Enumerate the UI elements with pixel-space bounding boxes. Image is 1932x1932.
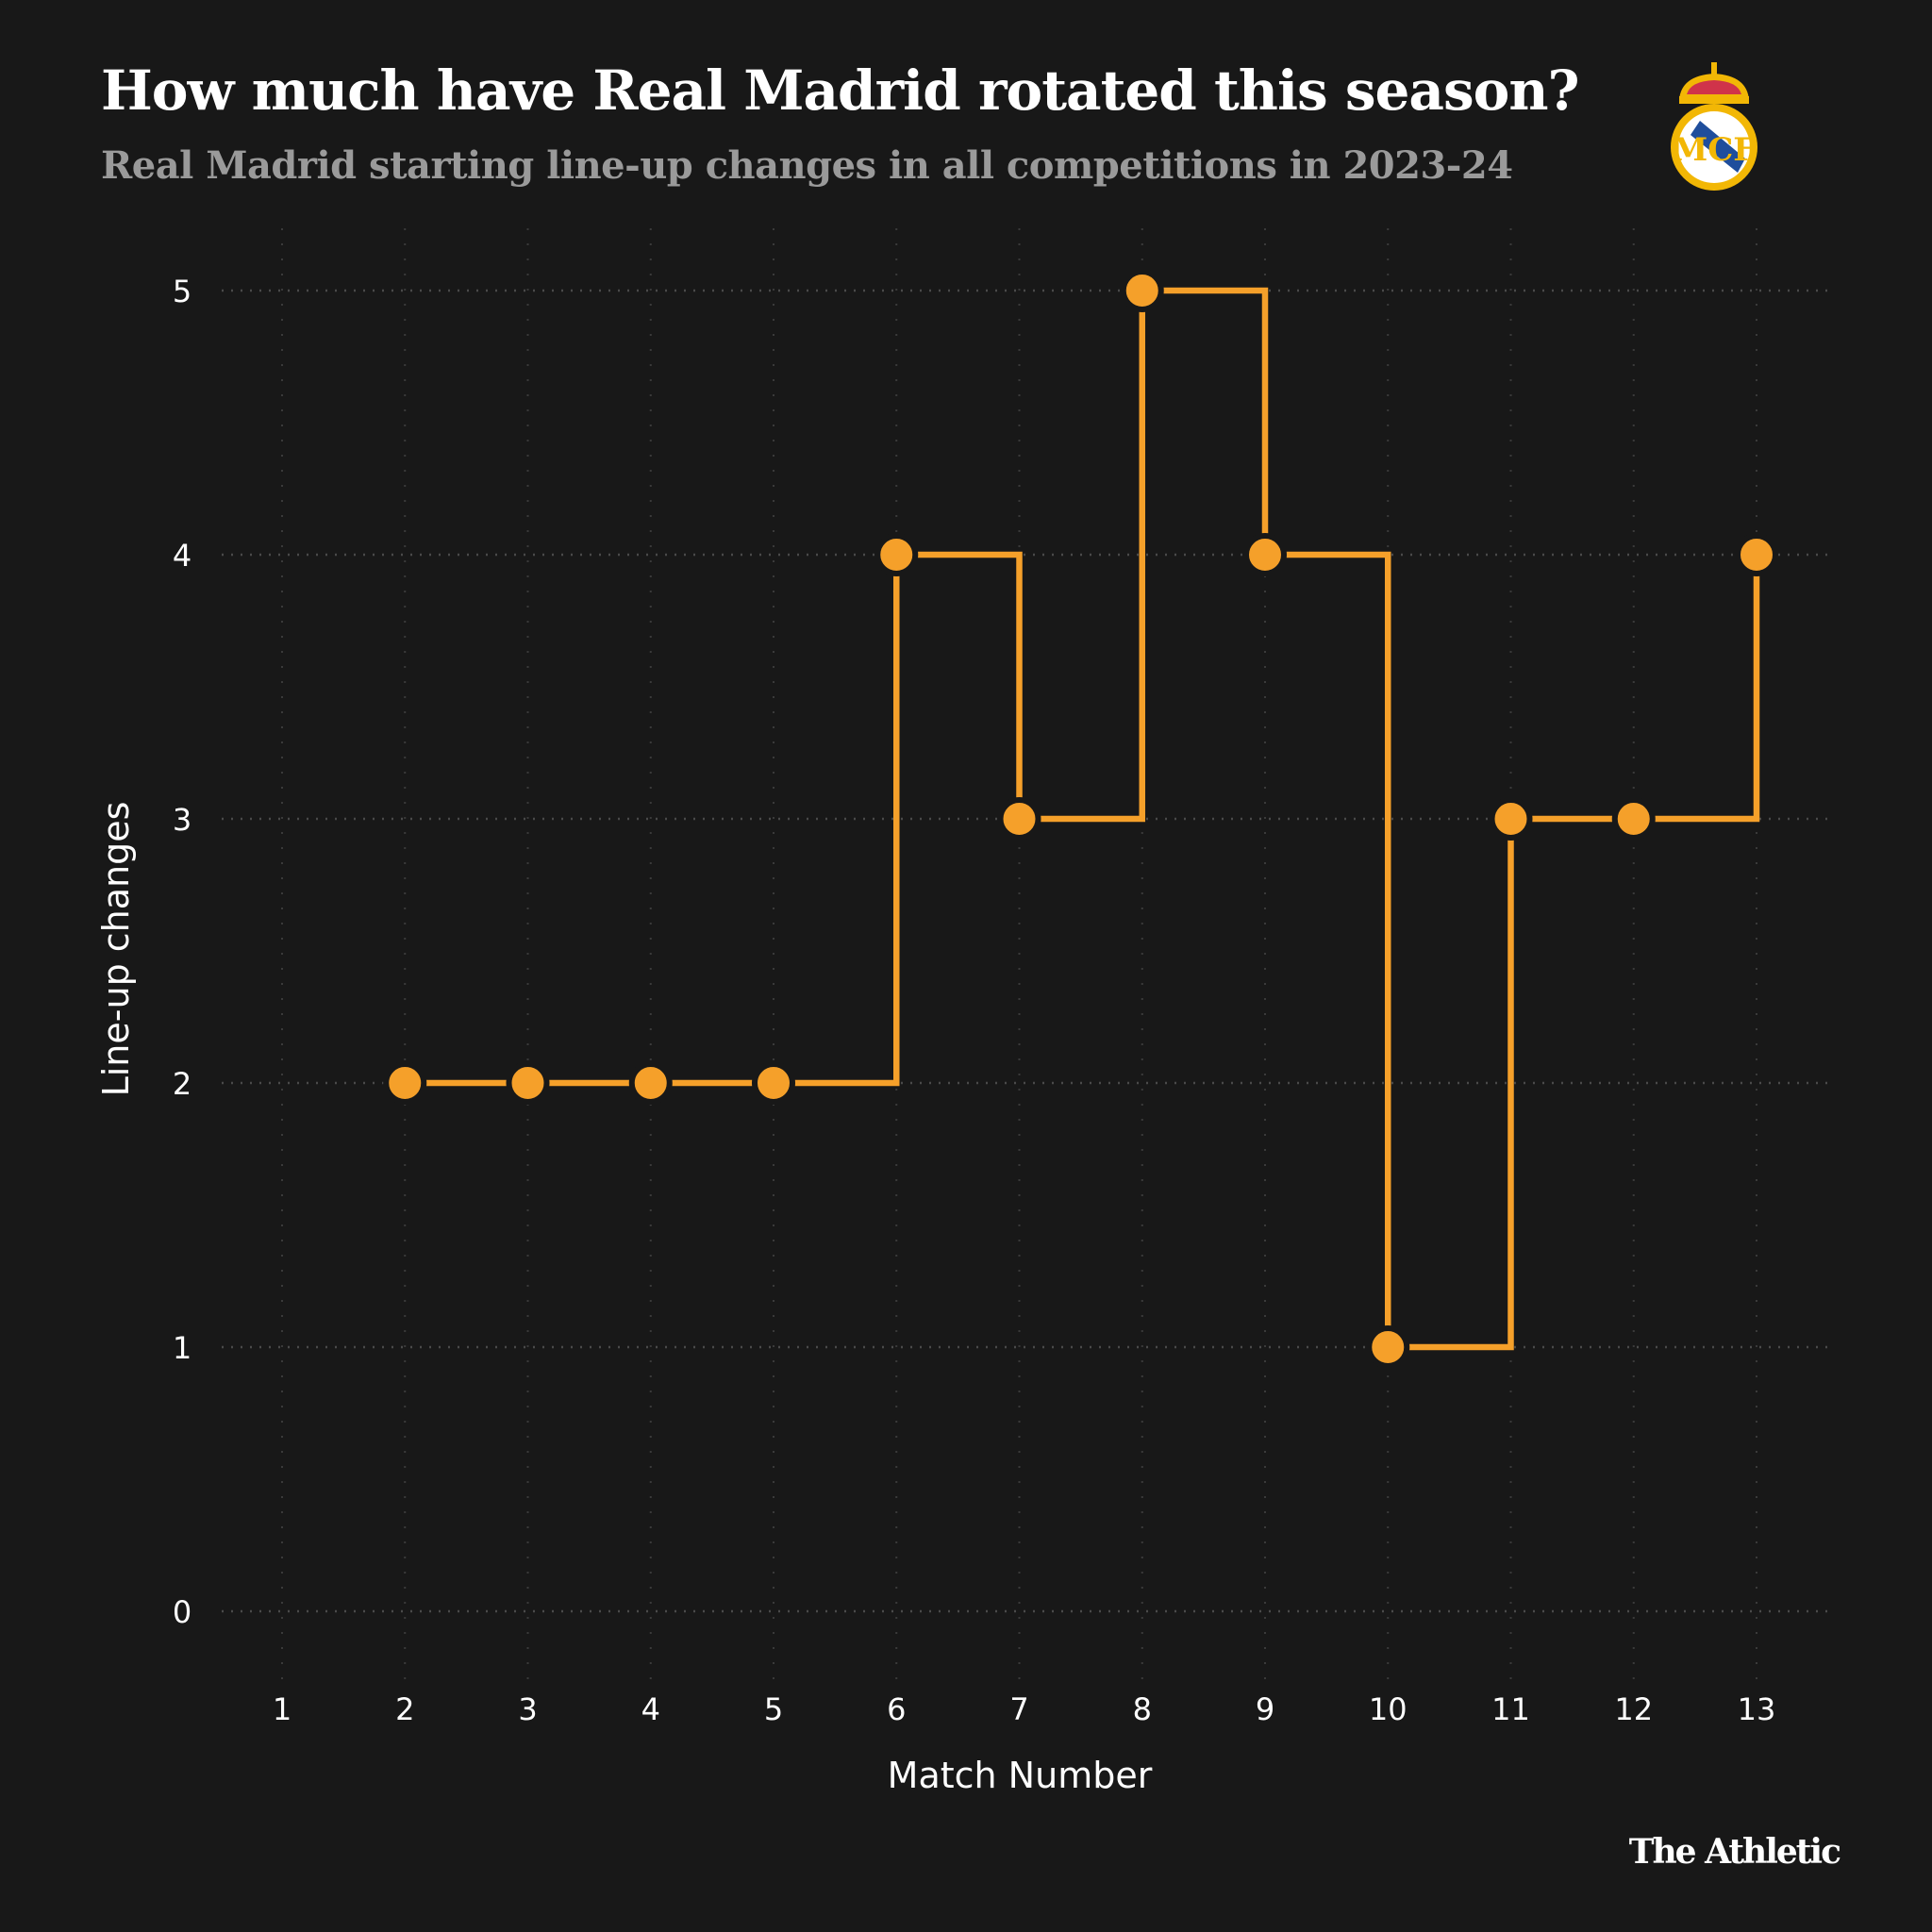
- x-tick-label: 6: [887, 1691, 906, 1727]
- data-point: [1366, 1325, 1410, 1369]
- crown-icon: [1679, 62, 1749, 104]
- chart-subtitle: Real Madrid starting line-up changes in …: [101, 143, 1513, 188]
- y-tick-label: 2: [173, 1066, 192, 1102]
- data-point: [1611, 797, 1656, 841]
- x-tick-label: 5: [764, 1691, 783, 1727]
- data-point: [1735, 533, 1778, 576]
- x-tick-label: 7: [1009, 1691, 1028, 1727]
- y-tick-label: 3: [173, 802, 192, 838]
- data-point: [1120, 269, 1164, 312]
- data-point: [506, 1061, 550, 1105]
- data-point: [997, 797, 1041, 841]
- x-tick-label: 10: [1369, 1691, 1407, 1727]
- data-point: [1489, 797, 1533, 841]
- series-line: [405, 287, 1760, 1351]
- y-tick-label: 4: [173, 538, 192, 574]
- x-tick-label: 12: [1614, 1691, 1653, 1727]
- chart-title: How much have Real Madrid rotated this s…: [101, 58, 1579, 123]
- x-tick-label: 4: [641, 1691, 660, 1727]
- x-tick-label: 8: [1133, 1691, 1152, 1727]
- y-tick-label: 1: [173, 1330, 192, 1366]
- data-point: [874, 533, 919, 576]
- data-point: [1243, 533, 1287, 576]
- data-point: [383, 1061, 427, 1105]
- svg-text:MCF: MCF: [1673, 131, 1757, 169]
- data-point: [752, 1061, 795, 1105]
- x-tick-label: 11: [1491, 1691, 1530, 1727]
- brand-logo-the-athletic: The Athletic: [1628, 1832, 1841, 1872]
- x-axis-label: Match Number: [888, 1755, 1153, 1796]
- y-tick-label: 5: [173, 274, 192, 309]
- x-tick-label: 3: [518, 1691, 537, 1727]
- y-axis-label: Line-up changes: [95, 802, 137, 1097]
- x-tick-label: 9: [1256, 1691, 1274, 1727]
- x-tick-label: 13: [1738, 1691, 1776, 1727]
- x-tick-label: 1: [273, 1691, 291, 1727]
- x-tick-label: 2: [395, 1691, 414, 1727]
- real-madrid-crest-logo: MCF: [1671, 62, 1757, 191]
- data-point: [628, 1061, 673, 1105]
- gridlines: [222, 228, 1830, 1682]
- y-tick-label: 0: [173, 1594, 192, 1630]
